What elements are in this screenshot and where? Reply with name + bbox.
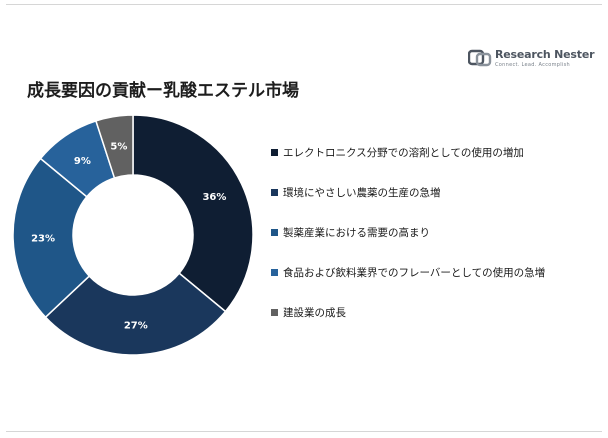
legend-label-2: 環境にやさしい農薬の生産の急増 — [283, 186, 441, 199]
slide-frame — [6, 4, 602, 432]
logo-tagline: Connect. Lead. Accomplish — [495, 62, 571, 68]
donut-slice-3 — [12, 157, 91, 319]
legend-item-3: 製薬産業における需要の高まり — [271, 222, 430, 242]
slice-data-label-2: 27% — [124, 320, 148, 331]
brand-logo: Research Nester Connect. Lead. Accomplis… — [468, 47, 595, 71]
legend-swatch-2 — [271, 188, 278, 196]
legend-label-3: 製薬産業における需要の高まり — [283, 226, 430, 239]
legend-swatch-3 — [271, 228, 278, 236]
legend-item-5: 建設業の成長 — [271, 302, 346, 322]
research-nester-logo-icon — [468, 49, 492, 67]
legend-item-1: エレクトロニクス分野での溶剤としての使用の増加 — [271, 142, 524, 162]
donut-slice-5 — [94, 114, 134, 179]
legend-item-4: 食品および飲料業界でのフレーバーとしての使用の急増 — [271, 262, 545, 282]
donut-slice-2 — [44, 272, 227, 356]
slice-data-label-3: 23% — [31, 233, 55, 244]
legend-item-2: 環境にやさしい農薬の生産の急増 — [271, 182, 441, 202]
chart-title: 成長要因の貢献ー乳酸エステル市場 — [27, 81, 299, 101]
slice-data-label-1: 36% — [202, 192, 226, 203]
legend-label-4: 食品および飲料業界でのフレーバーとしての使用の急増 — [283, 266, 546, 279]
legend-swatch-4 — [271, 268, 278, 276]
slice-data-label-5: 5% — [110, 142, 127, 153]
legend-swatch-1 — [271, 148, 278, 156]
donut-slice-1 — [132, 114, 254, 313]
legend-label-5: 建設業の成長 — [283, 306, 346, 319]
legend-label-1: エレクトロニクス分野での溶剤としての使用の増加 — [283, 146, 524, 159]
logo-name: Research Nester — [495, 48, 595, 61]
slice-data-label-4: 9% — [74, 156, 91, 167]
legend-swatch-5 — [271, 308, 278, 316]
